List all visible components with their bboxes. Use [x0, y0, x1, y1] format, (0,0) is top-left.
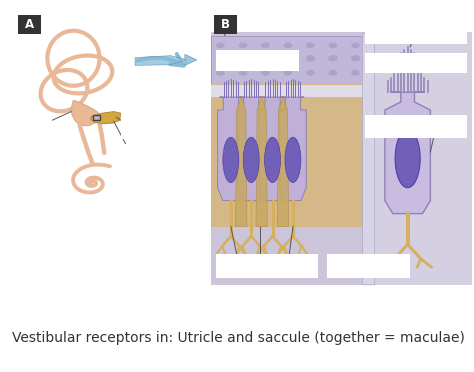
Polygon shape [71, 100, 100, 126]
Polygon shape [91, 112, 121, 124]
Polygon shape [236, 97, 247, 227]
Polygon shape [363, 26, 374, 285]
Circle shape [328, 42, 337, 48]
Polygon shape [280, 97, 306, 201]
FancyBboxPatch shape [216, 254, 318, 278]
Text: Vestibular receptors in: Utricle and saccule (together = maculae): Vestibular receptors in: Utricle and sac… [12, 331, 465, 345]
Bar [211, 32, 365, 285]
Polygon shape [385, 92, 430, 214]
Circle shape [216, 70, 225, 76]
Circle shape [283, 55, 293, 61]
Circle shape [351, 70, 360, 76]
FancyBboxPatch shape [214, 15, 237, 34]
Circle shape [261, 55, 270, 61]
Bar [93, 115, 100, 121]
Circle shape [328, 70, 337, 76]
Bar [365, 32, 472, 285]
FancyBboxPatch shape [327, 254, 410, 278]
FancyBboxPatch shape [365, 54, 467, 73]
FancyBboxPatch shape [121, 112, 171, 139]
Polygon shape [135, 56, 187, 65]
Polygon shape [256, 97, 267, 227]
FancyBboxPatch shape [365, 115, 467, 138]
FancyBboxPatch shape [216, 50, 299, 71]
Text: A: A [25, 18, 34, 31]
Polygon shape [185, 54, 197, 65]
Bar [211, 85, 365, 97]
Text: B: B [221, 18, 230, 31]
FancyBboxPatch shape [12, 116, 52, 149]
Polygon shape [277, 97, 289, 227]
Ellipse shape [243, 137, 259, 183]
Circle shape [261, 42, 270, 48]
Circle shape [283, 42, 292, 48]
Circle shape [216, 55, 225, 61]
Ellipse shape [395, 129, 420, 188]
Ellipse shape [264, 137, 281, 183]
Circle shape [216, 42, 225, 48]
Circle shape [328, 55, 337, 61]
Bar [211, 84, 365, 227]
Polygon shape [259, 97, 286, 201]
Ellipse shape [223, 137, 239, 183]
FancyBboxPatch shape [18, 15, 41, 34]
FancyBboxPatch shape [365, 24, 467, 44]
Circle shape [239, 42, 247, 48]
Ellipse shape [285, 137, 301, 183]
Polygon shape [238, 97, 264, 201]
Circle shape [306, 42, 315, 48]
Circle shape [306, 70, 315, 76]
Bar [211, 36, 365, 86]
Circle shape [351, 55, 360, 61]
Circle shape [306, 55, 315, 61]
Circle shape [261, 70, 270, 76]
Polygon shape [218, 97, 244, 201]
Circle shape [351, 42, 360, 48]
FancyBboxPatch shape [121, 144, 171, 168]
Circle shape [283, 70, 292, 76]
Circle shape [238, 55, 248, 61]
Circle shape [239, 70, 247, 76]
FancyBboxPatch shape [246, 286, 315, 311]
